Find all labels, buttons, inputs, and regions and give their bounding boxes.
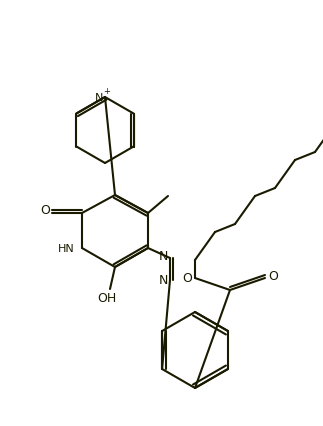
Text: OH: OH <box>97 291 117 305</box>
Text: +: + <box>104 87 110 97</box>
Text: N: N <box>158 274 168 288</box>
Text: N: N <box>95 93 103 103</box>
Text: O: O <box>268 270 278 282</box>
Text: HN: HN <box>57 244 74 254</box>
Text: N: N <box>158 250 168 264</box>
Text: O: O <box>40 204 50 218</box>
Text: O: O <box>182 273 192 285</box>
